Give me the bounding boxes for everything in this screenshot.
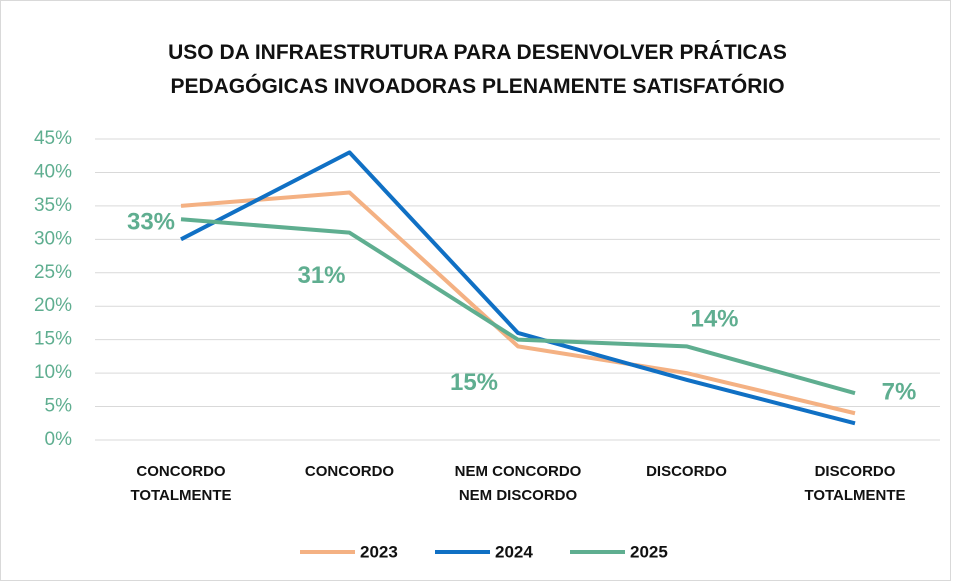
y-tick-label: 15% <box>34 329 72 350</box>
x-tick-label: DISCORDO TOTALMENTE <box>804 463 906 504</box>
legend-label: 2025 <box>630 542 668 561</box>
y-tick-label: 0% <box>45 429 73 450</box>
series-line <box>180 190 856 416</box>
data-label: 14% <box>690 306 738 333</box>
data-label: 7% <box>882 379 917 406</box>
x-tick-label: DISCORDO <box>646 463 727 480</box>
y-tick-label: 45% <box>34 128 72 149</box>
legend-label: 2024 <box>495 542 533 561</box>
y-tick-label: 25% <box>34 262 72 283</box>
series-line <box>180 217 856 396</box>
series-line <box>180 150 856 426</box>
data-label: 31% <box>297 262 345 289</box>
y-tick-label: 30% <box>34 228 72 249</box>
chart-title: USO DA INFRAESTRUTURA PARA DESENVOLVER P… <box>168 41 787 98</box>
legend-label: 2023 <box>360 542 398 561</box>
y-tick-label: 20% <box>34 295 72 316</box>
y-tick-label: 5% <box>45 396 73 417</box>
y-tick-label: 35% <box>34 195 72 216</box>
x-tick-label: NEM CONCORDO NEM DISCORDO <box>454 463 582 504</box>
data-label: 33% <box>127 209 175 236</box>
data-label: 15% <box>450 369 498 396</box>
x-tick-label: CONCORDO <box>304 463 395 480</box>
x-tick-label: CONCORDO TOTALMENTE <box>130 463 232 504</box>
y-tick-label: 10% <box>34 362 72 383</box>
y-tick-label: 40% <box>34 161 72 182</box>
